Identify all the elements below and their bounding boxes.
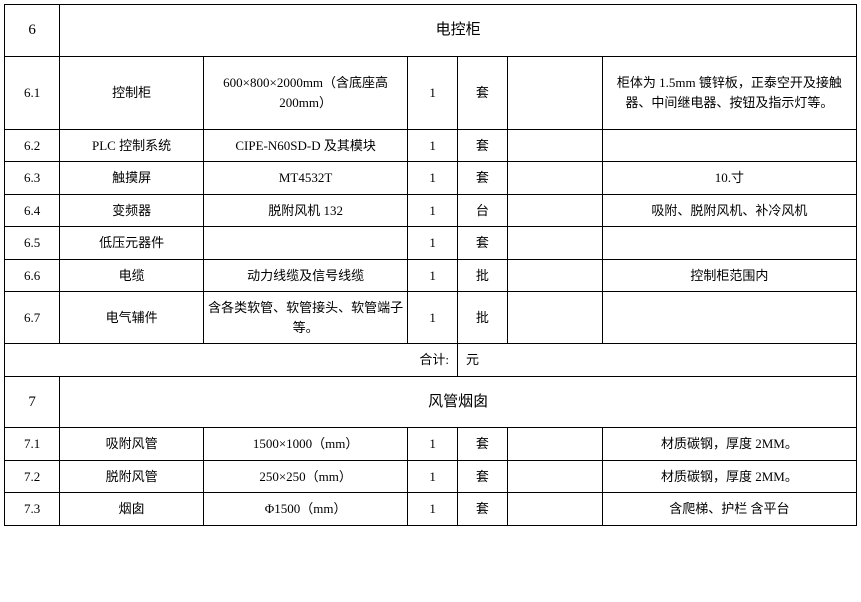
cell-qty: 1 [408,227,458,260]
cell-spec: MT4532T [203,162,407,195]
cell-idx: 6.5 [5,227,60,260]
cell-remark [602,292,856,344]
cell-qty: 1 [408,129,458,162]
table-row: 6.4 变频器 脱附风机 132 1 台 吸附、脱附风机、补冷风机 [5,194,857,227]
cell-remark: 吸附、脱附风机、补冷风机 [602,194,856,227]
cell-qty: 1 [408,460,458,493]
cell-remark: 控制柜范围内 [602,259,856,292]
cell-price [507,129,602,162]
cell-unit: 批 [458,292,508,344]
cell-qty: 1 [408,194,458,227]
cell-unit: 批 [458,259,508,292]
cell-qty: 1 [408,259,458,292]
cell-remark: 含爬梯、护栏 含平台 [602,493,856,526]
section-header-row: 6 电控柜 [5,5,857,57]
cell-unit: 套 [458,460,508,493]
cell-price [507,259,602,292]
cell-idx: 6.1 [5,56,60,129]
cell-idx: 7.1 [5,428,60,461]
table-row: 7.1 吸附风管 1500×1000（mm） 1 套 材质碳钢，厚度 2MM。 [5,428,857,461]
cell-price [507,493,602,526]
cell-idx: 6.3 [5,162,60,195]
cell-price [507,56,602,129]
cell-price [507,292,602,344]
section-idx: 7 [5,376,60,428]
cell-idx: 6.7 [5,292,60,344]
table-row: 7.3 烟囱 Φ1500（mm） 1 套 含爬梯、护栏 含平台 [5,493,857,526]
cell-name: 电缆 [60,259,204,292]
cell-idx: 6.6 [5,259,60,292]
cell-name: 吸附风管 [60,428,204,461]
cell-name: 触摸屏 [60,162,204,195]
cell-price [507,227,602,260]
cell-unit: 套 [458,428,508,461]
cell-name: 变频器 [60,194,204,227]
cell-idx: 7.3 [5,493,60,526]
cell-spec: 1500×1000（mm） [203,428,407,461]
cell-idx: 6.2 [5,129,60,162]
subtotal-row: 合计: 元 [5,344,857,377]
equipment-table: 6 电控柜 6.1 控制柜 600×800×2000mm（含底座高 200mm）… [4,4,857,526]
cell-qty: 1 [408,428,458,461]
section-header-row: 7 风管烟囱 [5,376,857,428]
cell-unit: 套 [458,227,508,260]
cell-unit: 套 [458,162,508,195]
cell-spec: 250×250（mm） [203,460,407,493]
subtotal-unit: 元 [458,344,857,377]
cell-spec: CIPE-N60SD-D 及其模块 [203,129,407,162]
section-title: 电控柜 [60,5,857,57]
cell-qty: 1 [408,56,458,129]
cell-price [507,428,602,461]
cell-spec: 600×800×2000mm（含底座高 200mm） [203,56,407,129]
cell-name: PLC 控制系统 [60,129,204,162]
cell-remark: 柜体为 1.5mm 镀锌板，正泰空开及接触器、中间继电器、按钮及指示灯等。 [602,56,856,129]
cell-qty: 1 [408,162,458,195]
cell-name: 控制柜 [60,56,204,129]
cell-price [507,194,602,227]
cell-remark: 材质碳钢，厚度 2MM。 [602,428,856,461]
cell-price [507,460,602,493]
cell-name: 低压元器件 [60,227,204,260]
cell-spec: 脱附风机 132 [203,194,407,227]
cell-spec: Φ1500（mm） [203,493,407,526]
cell-unit: 台 [458,194,508,227]
subtotal-label: 合计: [5,344,458,377]
cell-price [507,162,602,195]
table-row: 6.7 电气辅件 含各类软管、软管接头、软管端子等。 1 批 [5,292,857,344]
section-idx: 6 [5,5,60,57]
table-row: 7.2 脱附风管 250×250（mm） 1 套 材质碳钢，厚度 2MM。 [5,460,857,493]
cell-unit: 套 [458,493,508,526]
cell-idx: 7.2 [5,460,60,493]
table-row: 6.5 低压元器件 1 套 [5,227,857,260]
cell-spec: 含各类软管、软管接头、软管端子等。 [203,292,407,344]
table-row: 6.1 控制柜 600×800×2000mm（含底座高 200mm） 1 套 柜… [5,56,857,129]
table-row: 6.3 触摸屏 MT4532T 1 套 10.寸 [5,162,857,195]
cell-remark: 10.寸 [602,162,856,195]
cell-name: 烟囱 [60,493,204,526]
cell-remark [602,129,856,162]
cell-remark: 材质碳钢，厚度 2MM。 [602,460,856,493]
cell-qty: 1 [408,292,458,344]
cell-qty: 1 [408,493,458,526]
table-row: 6.6 电缆 动力线缆及信号线缆 1 批 控制柜范围内 [5,259,857,292]
cell-spec [203,227,407,260]
cell-name: 电气辅件 [60,292,204,344]
cell-spec: 动力线缆及信号线缆 [203,259,407,292]
section-title: 风管烟囱 [60,376,857,428]
cell-unit: 套 [458,56,508,129]
cell-idx: 6.4 [5,194,60,227]
cell-unit: 套 [458,129,508,162]
table-row: 6.2 PLC 控制系统 CIPE-N60SD-D 及其模块 1 套 [5,129,857,162]
cell-name: 脱附风管 [60,460,204,493]
cell-remark [602,227,856,260]
